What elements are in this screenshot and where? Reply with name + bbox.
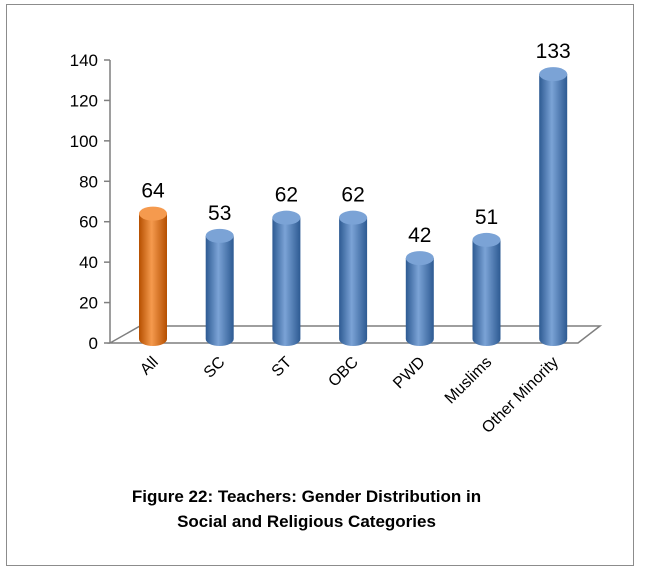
data-label: 62 <box>275 184 298 207</box>
category-label: SC <box>201 354 229 382</box>
data-label: 133 <box>536 40 571 63</box>
bar-top <box>539 67 568 82</box>
bar-top <box>205 228 234 243</box>
y-tick-label: 0 <box>89 334 98 353</box>
data-label: 64 <box>141 180 165 203</box>
bar-muslims <box>472 232 501 346</box>
y-axis-ticks: 0 20 40 60 80 100 120 140 <box>70 51 110 353</box>
data-label: 42 <box>408 224 431 247</box>
bar-top <box>139 206 167 221</box>
bar-body <box>539 74 568 347</box>
y-tick-label: 140 <box>70 51 98 70</box>
bar-other-minority <box>539 67 568 347</box>
category-label: All <box>137 354 162 379</box>
data-label: 53 <box>208 202 231 225</box>
bar-top <box>405 251 434 266</box>
y-tick-label: 40 <box>79 253 98 272</box>
bar-top <box>272 210 301 225</box>
chart-caption-line-1: Figure 22: Teachers: Gender Distribution… <box>131 487 482 506</box>
y-tick-label: 60 <box>79 213 98 232</box>
category-label: ST <box>269 354 296 381</box>
y-tick-label: 80 <box>79 172 98 191</box>
bar-top <box>472 232 501 247</box>
category-label: OBC <box>325 354 362 391</box>
y-tick-label: 20 <box>79 294 98 313</box>
bar-body <box>472 239 501 346</box>
y-tick-label: 100 <box>70 132 98 151</box>
bar-obc <box>339 210 368 346</box>
bar-st <box>272 210 301 346</box>
y-tick-label: 120 <box>70 91 98 110</box>
data-label: 62 <box>341 184 364 207</box>
category-label: Muslims <box>442 354 496 408</box>
bar-all <box>139 206 167 346</box>
category-label: PWD <box>390 354 428 392</box>
bar-body <box>139 213 167 346</box>
bar-top <box>339 210 368 225</box>
bars <box>139 67 568 347</box>
bar-body <box>205 235 234 346</box>
data-labels: 64 53 62 62 42 51 133 <box>141 40 570 247</box>
data-label: 51 <box>475 206 498 229</box>
chart-caption-line-2: Social and Religious Categories <box>177 512 436 531</box>
bar-pwd <box>405 251 434 346</box>
bar-body <box>272 217 301 346</box>
bar-sc <box>205 228 234 346</box>
bar-body <box>405 258 434 346</box>
bar-body <box>339 217 368 346</box>
